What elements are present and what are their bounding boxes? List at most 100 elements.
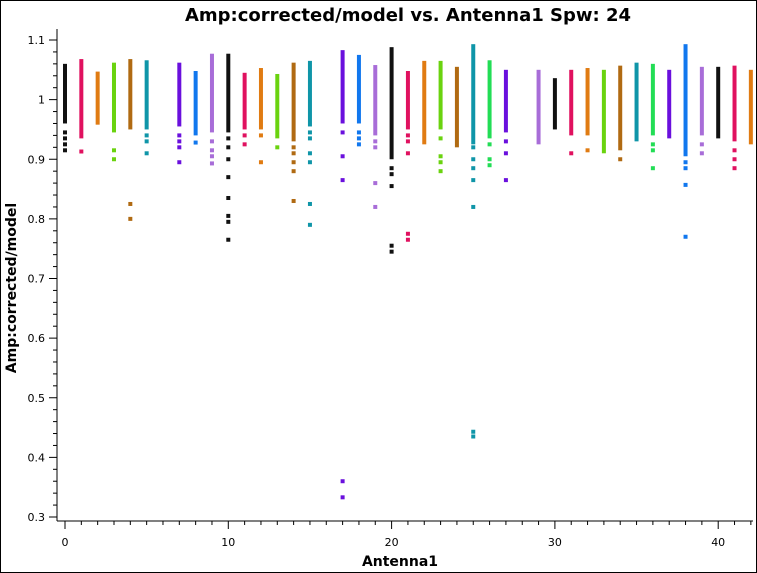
data-point — [307, 222, 312, 227]
data-point — [471, 166, 476, 171]
data-point — [307, 136, 312, 141]
antenna-8-series — [193, 71, 198, 145]
antenna-37-series — [667, 69, 672, 139]
data-point — [471, 434, 476, 439]
data-point-cluster — [111, 62, 116, 133]
antenna-29-series — [536, 69, 541, 145]
data-point — [389, 184, 394, 189]
data-point — [128, 201, 133, 206]
data-point — [177, 139, 182, 144]
series-layer — [63, 44, 753, 500]
antenna-27-series — [503, 69, 508, 183]
antenna-39-series — [699, 66, 704, 156]
data-point — [650, 148, 655, 153]
data-point — [585, 148, 590, 153]
antenna-33-series — [601, 69, 606, 154]
data-point — [683, 182, 688, 187]
data-point — [356, 142, 361, 147]
data-point — [405, 151, 410, 156]
antenna-20-series — [389, 47, 394, 254]
antenna-14-series — [291, 62, 296, 203]
x-tick-label: 0 — [62, 536, 69, 549]
data-point — [699, 142, 704, 147]
antenna-19-series — [373, 65, 378, 209]
data-point — [226, 213, 231, 218]
data-point — [242, 133, 247, 138]
antenna-41-series — [732, 65, 737, 171]
data-point — [177, 145, 182, 150]
data-point — [209, 139, 214, 144]
y-tick-label: 1 — [38, 94, 45, 107]
data-point-cluster — [79, 59, 84, 139]
data-point — [307, 151, 312, 156]
data-point — [683, 166, 688, 171]
data-point — [193, 140, 198, 145]
data-point-cluster — [258, 68, 263, 130]
data-point — [503, 139, 508, 144]
data-point-cluster — [683, 44, 688, 157]
data-point — [307, 201, 312, 206]
antenna-2-series — [95, 71, 100, 125]
data-point-cluster — [569, 69, 574, 136]
data-point-cluster — [748, 69, 753, 145]
antenna-17-series — [340, 50, 345, 500]
data-point — [732, 148, 737, 153]
data-point-cluster — [536, 69, 541, 145]
data-point — [356, 136, 361, 141]
data-point-cluster — [716, 66, 721, 139]
antenna-5-series — [144, 60, 149, 156]
antenna-38-series — [683, 44, 688, 239]
antenna-7-series — [177, 62, 182, 165]
data-point — [242, 142, 247, 147]
antenna-42-series — [748, 69, 753, 145]
data-point — [291, 145, 296, 150]
data-point — [340, 479, 345, 484]
data-point — [373, 204, 378, 209]
antenna-31-series — [569, 69, 574, 156]
data-point-cluster — [438, 60, 443, 130]
data-point — [275, 145, 280, 150]
y-tick-label: 0.6 — [28, 332, 46, 345]
antenna-22-series — [422, 60, 427, 145]
data-point-cluster — [454, 66, 459, 148]
y-tick-label: 1.1 — [28, 34, 46, 47]
y-tick-label: 0.8 — [28, 213, 46, 226]
data-point — [307, 160, 312, 165]
x-tick-label: 10 — [221, 536, 235, 549]
data-point — [471, 204, 476, 209]
antenna-3-series — [111, 62, 116, 162]
data-point-cluster — [291, 62, 296, 142]
data-point — [471, 178, 476, 183]
data-point — [209, 154, 214, 159]
data-point — [373, 145, 378, 150]
data-point-cluster — [193, 71, 198, 136]
data-point — [340, 178, 345, 183]
antenna-11-series — [242, 72, 247, 147]
data-point — [373, 181, 378, 186]
data-point-cluster — [667, 69, 672, 139]
data-point-cluster — [552, 78, 557, 130]
data-point — [111, 157, 116, 162]
data-point-cluster — [144, 60, 149, 130]
data-point — [389, 243, 394, 248]
y-tick-label: 0.5 — [28, 392, 46, 405]
antenna-18-series — [356, 54, 361, 147]
antenna-15-series — [307, 60, 312, 227]
antenna-10-series — [226, 53, 231, 242]
data-point — [487, 163, 492, 168]
data-point-cluster — [389, 47, 394, 160]
data-point-cluster — [618, 65, 623, 151]
antenna-24-series — [454, 66, 459, 148]
antenna-40-series — [716, 66, 721, 139]
antenna-26-series — [487, 60, 492, 168]
antenna-21-series — [405, 71, 410, 242]
data-point — [63, 136, 67, 141]
data-point — [226, 136, 231, 141]
data-point — [471, 145, 476, 150]
y-axis-label: Amp:corrected/model — [4, 203, 20, 373]
data-point — [177, 133, 182, 138]
data-point-cluster — [128, 59, 133, 130]
chart-title: Amp:corrected/model vs. Antenna1 Spw: 24 — [185, 5, 631, 26]
x-tick-label: 40 — [711, 536, 725, 549]
